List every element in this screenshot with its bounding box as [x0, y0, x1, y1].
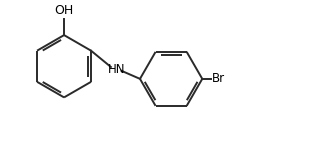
Text: HN: HN [107, 63, 125, 76]
Text: Br: Br [212, 72, 225, 85]
Text: OH: OH [54, 4, 74, 17]
